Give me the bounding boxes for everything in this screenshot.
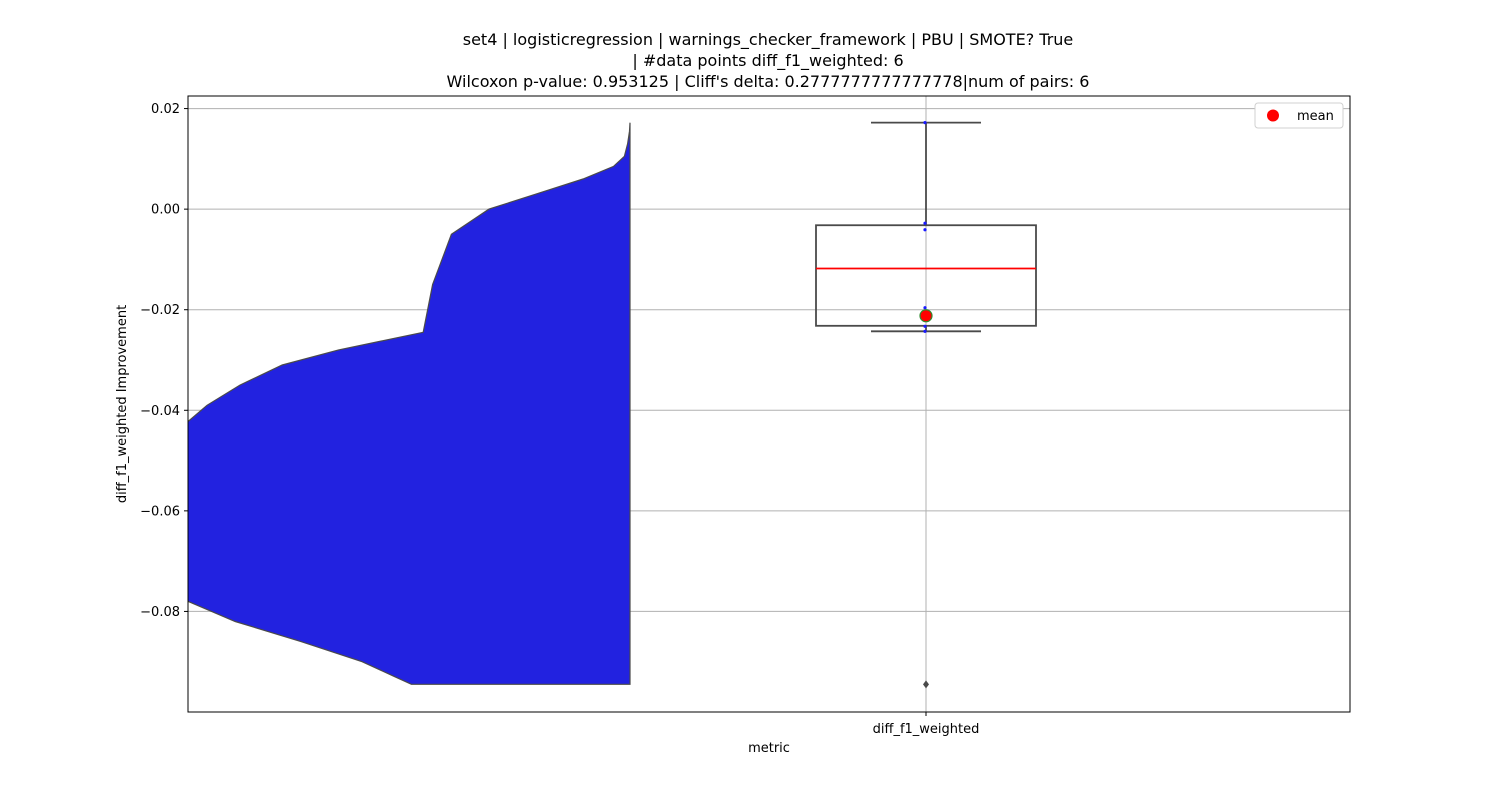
legend-mean-label: mean	[1297, 109, 1334, 124]
box-layer	[815, 121, 1037, 689]
y-tick-label: −0.08	[140, 605, 180, 620]
data-point	[923, 121, 927, 125]
outlier-marker	[923, 680, 929, 689]
y-axis-label: diff_f1_weighted Improvement	[115, 305, 130, 503]
axes-layer: 0.02 0.00 −0.02 −0.04 −0.06 −0.08 diff_f1_weig…	[140, 95, 1351, 737]
y-tick-label: −0.06	[140, 504, 180, 519]
y-tick-label: 0.02	[151, 102, 180, 117]
y-tick-label: −0.04	[140, 404, 180, 419]
chart-title-line-3: Wilcoxon p-value: 0.953125 | Cliff's del…	[446, 72, 1090, 91]
y-tick-label: −0.02	[140, 303, 180, 318]
legend: mean	[1254, 102, 1344, 129]
violin-body	[188, 122, 631, 685]
data-point	[923, 221, 927, 225]
x-tick-label: diff_f1_weighted	[873, 722, 980, 737]
data-point	[923, 228, 927, 232]
mean-marker	[919, 309, 933, 323]
data-point	[923, 324, 927, 328]
legend-mean-marker	[1267, 109, 1279, 122]
y-tick-label: 0.00	[151, 203, 180, 218]
data-point	[923, 306, 927, 310]
chart-title-line-1: set4 | logisticregression | warnings_che…	[462, 30, 1074, 49]
violin-layer	[188, 122, 631, 685]
legend-box	[1254, 102, 1344, 129]
chart-title-line-2: | #data points diff_f1_weighted: 6	[632, 51, 904, 70]
axes-frame	[187, 95, 1351, 713]
data-point	[923, 329, 927, 333]
x-axis-label: metric	[748, 741, 790, 756]
